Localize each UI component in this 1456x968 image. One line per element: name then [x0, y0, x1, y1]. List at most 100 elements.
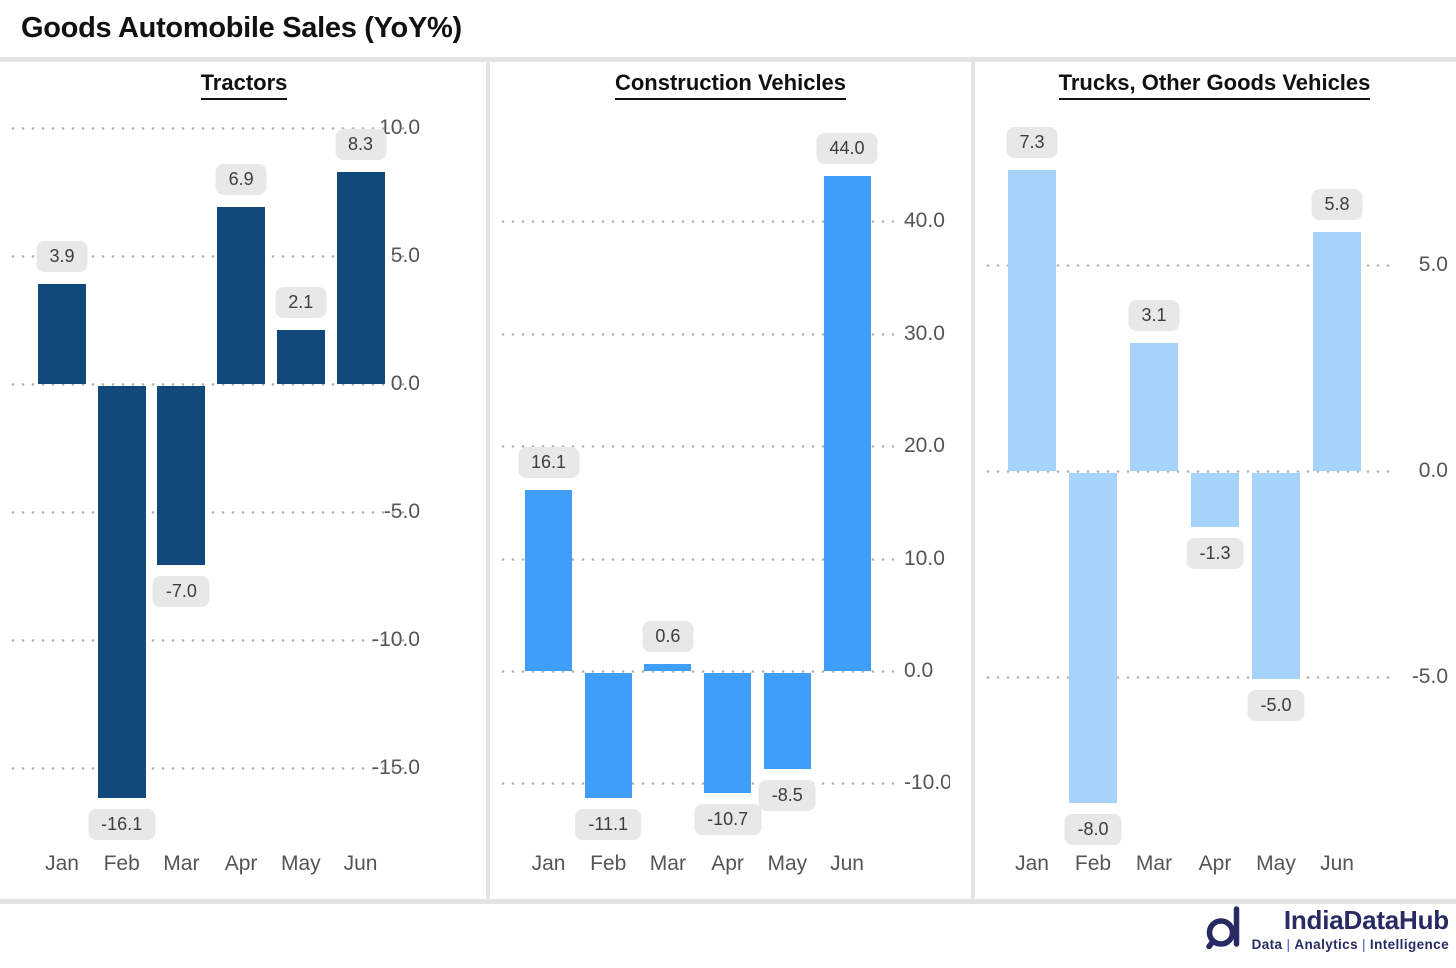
bar	[217, 207, 266, 384]
tagline-analytics: Analytics	[1294, 937, 1358, 952]
x-tick-label: Apr	[711, 852, 744, 875]
x-tick-label: Mar	[649, 852, 686, 875]
y-tick-label: -10.0	[372, 628, 420, 651]
y-tick-label: 0.0	[1418, 459, 1448, 482]
x-tick-label: Apr	[224, 852, 258, 875]
panel-title-wrap: Trucks, Other Goods Vehicles	[973, 70, 1456, 100]
x-tick-label: Apr	[1198, 852, 1232, 875]
grid-line	[498, 220, 894, 224]
bar-value-label: 8.3	[334, 128, 387, 160]
brand-block: IndiaDataHub Data | Analytics | Intelligence	[1204, 905, 1449, 952]
bar-value-label: 16.1	[517, 447, 580, 479]
x-tick-label: Feb	[590, 852, 627, 875]
grid-line	[498, 557, 894, 561]
bar	[823, 176, 871, 671]
bar	[763, 673, 811, 769]
x-tick-label: Mar	[163, 852, 200, 875]
grid-line	[983, 676, 1395, 679]
y-tick-label: 5.0	[390, 244, 420, 267]
grid-line	[498, 670, 894, 673]
bar	[1313, 232, 1361, 471]
bar	[157, 386, 206, 566]
page-title: Goods Automobile Sales (YoY%)	[21, 12, 462, 44]
bar	[1252, 473, 1300, 679]
bar	[704, 673, 752, 794]
y-tick-label: -10.0	[904, 771, 950, 795]
y-tick-label: 10.0	[904, 546, 945, 570]
brand-name: IndiaDataHub	[1283, 905, 1449, 935]
panel-divider-1	[486, 62, 490, 899]
brand-tagline: Data | Analytics | Intelligence	[1252, 937, 1449, 952]
grid-line	[498, 332, 894, 336]
bar-value-label: 5.8	[1311, 189, 1363, 221]
x-tick-label: Jan	[531, 852, 566, 875]
y-tick-label: 30.0	[904, 321, 945, 345]
y-tick-label: 0.0	[390, 372, 420, 395]
indiadatahub-logo-icon	[1205, 906, 1239, 950]
y-tick-label: 20.0	[904, 434, 945, 458]
panel-construction-vehicles: Construction Vehicles 40.0 30.0 20.0 10.0 0.…	[488, 60, 973, 900]
footer-divider	[0, 899, 1456, 904]
bar	[276, 330, 325, 384]
x-tick-label: May	[767, 852, 808, 875]
panel-divider-2	[971, 62, 975, 899]
x-tick-label: Jan	[45, 852, 79, 875]
bar	[644, 664, 692, 671]
bar	[38, 284, 86, 384]
panel-tractors: Tractors 10.0 5.0 0.0 -5.0 -10.0 -15.0 3.9 Jan -…	[0, 60, 488, 900]
bar-value-label: -8.0	[1064, 813, 1122, 845]
bar	[1069, 473, 1117, 803]
panel-title-construction-vehicles: Construction Vehicles	[614, 70, 847, 100]
x-tick-label: Feb	[1074, 852, 1112, 875]
grid-line	[8, 511, 412, 514]
brand-text: IndiaDataHub Data | Analytics | Intelligence	[1252, 905, 1450, 952]
bar-value-label: 3.1	[1128, 300, 1180, 332]
y-tick-label: 10.0	[379, 116, 420, 139]
bar	[584, 673, 632, 798]
grid-line	[8, 767, 412, 770]
x-tick-label: Jan	[1015, 852, 1049, 875]
bar-value-label: 7.3	[1006, 127, 1058, 159]
y-tick-label: 40.0	[904, 209, 945, 233]
grid-line	[498, 782, 894, 786]
x-tick-label: Jun	[343, 852, 378, 875]
bar	[1130, 343, 1178, 471]
grid-line	[8, 255, 412, 258]
bar-value-label: -8.5	[758, 779, 816, 811]
bar-value-label: -5.0	[1247, 690, 1305, 721]
grid-line	[8, 383, 412, 386]
panel-title-wrap: Tractors	[0, 70, 488, 100]
bar-value-label: -7.0	[152, 576, 210, 608]
panel-title-tractors: Tractors	[200, 70, 288, 100]
x-tick-label: Feb	[103, 852, 140, 875]
x-tick-label: May	[1256, 852, 1296, 875]
y-tick-label: 0.0	[904, 659, 934, 682]
y-tick-label: 5.0	[1418, 253, 1448, 276]
panel-title-trucks: Trucks, Other Goods Vehicles	[1058, 70, 1371, 100]
tagline-data: Data	[1251, 937, 1283, 952]
panel-trucks-other-goods-vehicles: Trucks, Other Goods Vehicles 5.0 0.0 -5.0 7…	[973, 60, 1456, 900]
x-tick-label: Jun	[1320, 852, 1354, 875]
bar-value-label: -11.1	[575, 808, 642, 840]
bar	[97, 386, 146, 799]
grid-line	[983, 264, 1395, 267]
bar-value-label: 3.9	[36, 241, 88, 273]
bar	[336, 171, 385, 384]
bar-value-label: 6.9	[215, 164, 267, 196]
bar-value-label: -10.7	[694, 804, 762, 836]
x-tick-label: Mar	[1135, 852, 1173, 875]
grid-line	[8, 639, 412, 642]
bar-value-label: 2.1	[275, 287, 327, 319]
y-tick-label: -5.0	[383, 500, 420, 523]
grid-line	[983, 470, 1395, 473]
y-tick-label: -5.0	[1411, 665, 1448, 688]
bar-value-label: -16.1	[88, 809, 156, 841]
tagline-intelligence: Intelligence	[1369, 937, 1449, 952]
grid-line	[8, 127, 412, 130]
header-divider	[0, 57, 1456, 62]
x-tick-label: Jun	[830, 852, 864, 875]
bar	[525, 490, 572, 671]
bar	[1191, 473, 1239, 527]
bar-value-label: 0.6	[642, 621, 694, 653]
